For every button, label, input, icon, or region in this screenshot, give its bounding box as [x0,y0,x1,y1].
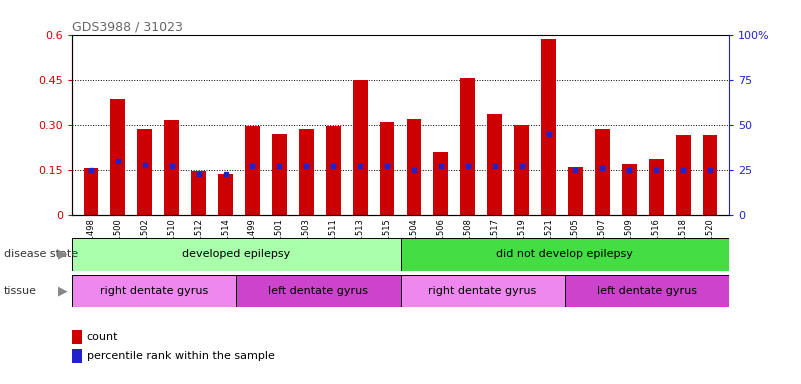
Bar [676,135,690,215]
Text: left dentate gyrus: left dentate gyrus [268,286,368,296]
Bar [236,275,400,307]
Bar [433,152,449,215]
Bar [487,114,502,215]
Text: right dentate gyrus: right dentate gyrus [429,286,537,296]
Bar [622,164,637,215]
Bar [299,129,314,215]
Bar [461,78,475,215]
Text: tissue: tissue [4,286,37,296]
Bar [400,275,565,307]
Bar [514,125,529,215]
Bar [352,80,368,215]
Text: right dentate gyrus: right dentate gyrus [100,286,208,296]
Text: ▶: ▶ [58,248,68,261]
Bar [111,99,125,215]
Text: developed epilepsy: developed epilepsy [182,249,291,260]
Text: left dentate gyrus: left dentate gyrus [597,286,697,296]
Bar [191,171,206,215]
Text: count: count [87,332,118,342]
Bar [326,126,340,215]
Text: did not develop epilepsy: did not develop epilepsy [497,249,633,260]
Bar [649,159,664,215]
Text: GDS3988 / 31023: GDS3988 / 31023 [72,20,183,33]
Bar [595,129,610,215]
Bar [72,275,236,307]
Bar [407,119,421,215]
Bar [137,129,152,215]
Text: percentile rank within the sample: percentile rank within the sample [87,351,275,361]
Bar [541,39,556,215]
Bar [702,135,718,215]
Bar [83,169,99,215]
Bar [400,238,729,271]
Bar [218,174,233,215]
Bar [164,120,179,215]
Text: ▶: ▶ [58,285,68,297]
Bar [565,275,729,307]
Bar [568,167,583,215]
Bar [380,122,394,215]
Bar [245,126,260,215]
Bar [272,134,287,215]
Text: disease state: disease state [4,249,78,260]
Bar [72,238,400,271]
